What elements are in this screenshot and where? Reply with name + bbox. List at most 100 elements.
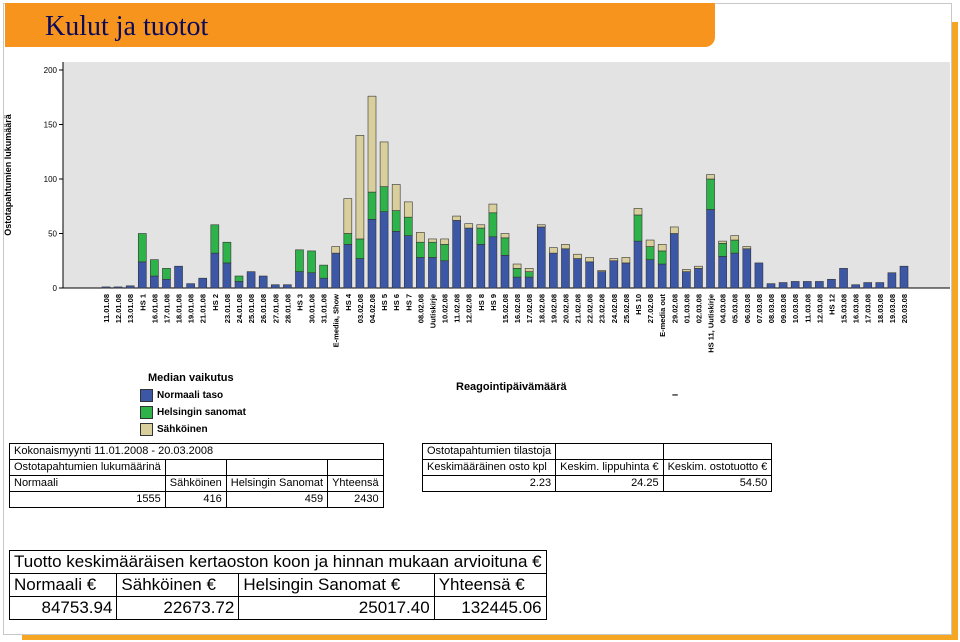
x-tick-label: HS 3	[295, 294, 304, 311]
x-tick-label: 19.01.08	[187, 294, 196, 323]
y-tick-label: 100	[44, 175, 58, 184]
bar-helsingin	[150, 259, 159, 277]
bar-normaali	[452, 220, 461, 289]
revenue-estimate-table: Tuotto keskimääräisen kertaoston koon ja…	[8, 550, 547, 620]
x-tick-label: 18.03.08	[876, 294, 885, 323]
x-tick-label: 21.01.08	[199, 294, 208, 323]
bar-sahkoinen	[573, 253, 582, 259]
legend-swatch-helsingin	[140, 406, 153, 419]
bar-normaali	[645, 259, 655, 289]
bar-sahkoinen	[682, 269, 691, 272]
x-tick-label: 25.01.08	[247, 294, 256, 323]
bar-normaali	[379, 211, 389, 289]
x-tick-label: 16.02.08	[513, 294, 522, 323]
table-cell: 2430	[327, 491, 384, 508]
bar-sahkoinen	[706, 174, 715, 180]
bar-helsingin	[645, 246, 655, 260]
legend-item-normaali: Normaali taso	[140, 389, 223, 403]
bar-normaali	[270, 284, 280, 289]
x-tick-label: 16.03.08	[852, 294, 861, 323]
revenue-estimate-heading: Tuotto keskimääräisen kertaoston koon ja…	[9, 550, 547, 574]
table-header: Helsingin Sanomat	[225, 475, 329, 492]
x-axis-label: Reagointipäivämäärä	[456, 381, 567, 393]
table-header: Normaali €	[8, 573, 118, 597]
bar-helsingin	[524, 271, 534, 278]
x-tick-label: 17.01.08	[162, 294, 171, 323]
x-tick-label: 10.03.08	[791, 294, 800, 323]
bar-normaali	[101, 286, 111, 289]
bar-sahkoinen	[742, 246, 752, 250]
x-tick-label: HS 12	[827, 294, 836, 315]
table-cell: 2.23	[421, 475, 557, 492]
bar-normaali	[113, 286, 123, 289]
bar-normaali	[839, 268, 848, 289]
x-tick-label: 27.01.08	[271, 294, 280, 323]
x-tick-label: 19.03.08	[888, 294, 897, 323]
bar-sahkoinen	[561, 244, 570, 250]
x-tick-label: 17.02.08	[525, 294, 534, 323]
bar-normaali	[682, 271, 691, 289]
bar-helsingin	[488, 212, 498, 238]
bar-sahkoinen	[633, 208, 643, 216]
bar-normaali	[367, 219, 377, 289]
page-title: Kulut ja tuotot	[45, 11, 209, 42]
legend-label-normaali: Normaali taso	[157, 390, 224, 402]
x-tick-label: HS 6	[392, 294, 401, 311]
bar-sahkoinen	[718, 240, 727, 244]
bar-helsingin	[391, 210, 401, 232]
legend-title: Median vaikutus	[148, 372, 234, 384]
bar-sahkoinen	[416, 232, 425, 243]
bar-normaali	[307, 272, 316, 289]
bar-normaali	[186, 283, 195, 289]
purchase-stats-heading: Ostotapahtumien tilastoja	[421, 443, 557, 460]
table-cell: 54.50	[662, 475, 773, 492]
table-header: Sähköinen €	[116, 573, 240, 597]
bar-normaali	[174, 265, 183, 289]
bar-sahkoinen	[379, 141, 389, 187]
x-tick-label: 04.03.08	[719, 294, 728, 323]
bar-normaali	[694, 268, 703, 289]
bar-normaali	[319, 277, 328, 289]
bar-sahkoinen	[524, 268, 534, 272]
frame-shadow-right	[950, 22, 958, 640]
bar-normaali	[863, 282, 873, 289]
table-cell: 459	[225, 491, 329, 508]
x-tick-label: HS 7	[404, 294, 413, 311]
x-tick-label: E-media, Show	[332, 294, 341, 348]
bar-normaali	[778, 282, 788, 289]
x-tick-label: 27.02.08	[646, 294, 655, 323]
bar-helsingin	[718, 243, 727, 257]
bar-normaali	[621, 262, 631, 289]
bar-normaali	[742, 248, 752, 289]
table-cell: 22673.72	[116, 596, 240, 620]
bar-helsingin	[295, 249, 304, 272]
x-tick-label: 19.02.08	[549, 294, 558, 323]
x-tick-label: 22.02.08	[586, 294, 595, 323]
x-tick-label: 11.03.08	[803, 294, 812, 323]
x-tick-label: HS 8	[477, 294, 486, 311]
bar-sahkoinen	[367, 95, 377, 193]
bar-normaali	[198, 277, 208, 289]
x-tick-label: HS 2	[211, 294, 220, 311]
bar-normaali	[137, 261, 147, 289]
x-tick-label: 21.02.08	[574, 294, 583, 323]
x-tick-label: HS 10	[634, 294, 643, 315]
bar-helsingin	[137, 233, 147, 263]
table-header: Yhteensä €	[433, 573, 547, 597]
bar-sahkoinen	[476, 224, 486, 229]
x-tick-label: 20.03.08	[900, 294, 909, 323]
frame-shadow-bottom	[22, 633, 958, 640]
bar-normaali	[355, 258, 365, 289]
bar-normaali	[150, 275, 159, 289]
bar-helsingin	[234, 275, 244, 282]
bar-helsingin	[307, 250, 316, 274]
bar-helsingin	[657, 250, 667, 265]
bar-normaali	[162, 278, 171, 289]
bar-normaali	[512, 276, 522, 289]
bar-helsingin	[355, 238, 365, 259]
x-tick-label: 31.01.08	[320, 294, 329, 323]
x-tick-label: 24.02.08	[610, 294, 619, 323]
bar-helsingin	[343, 233, 353, 245]
table-header: Keskim. lippuhinta €	[555, 459, 664, 476]
